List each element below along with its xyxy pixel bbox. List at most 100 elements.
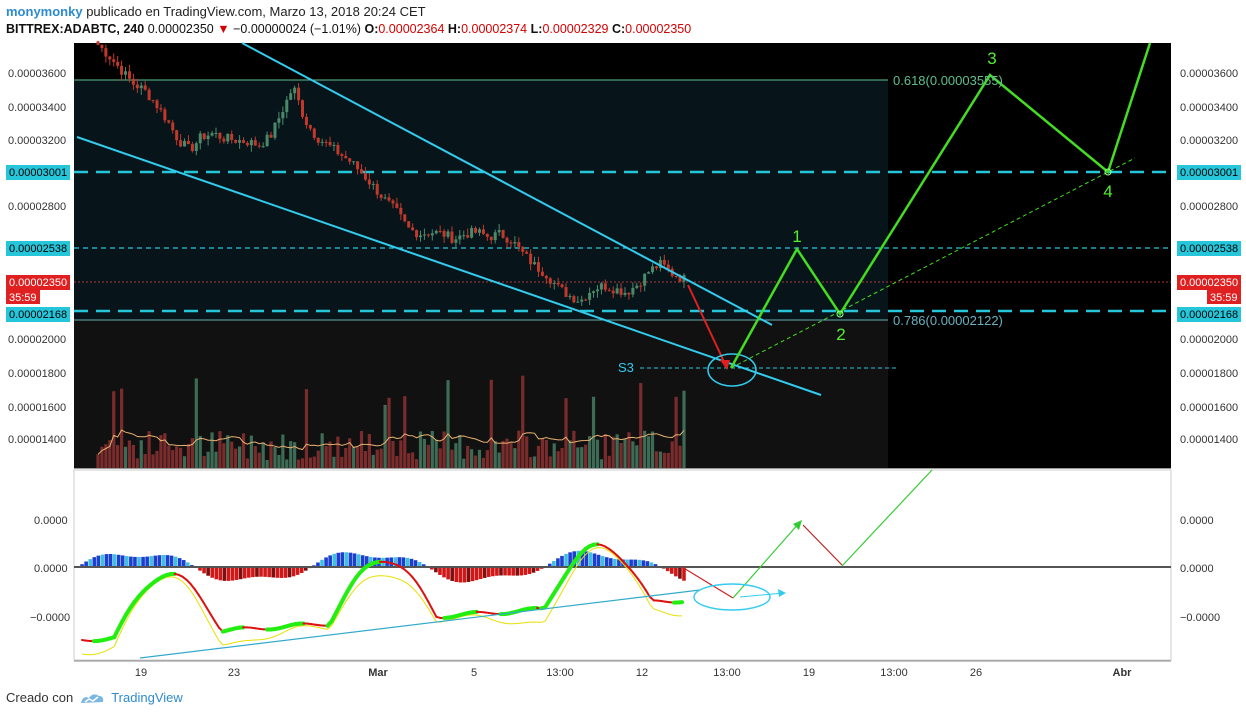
volume-bar [466, 445, 470, 468]
oscillator-bar [417, 562, 422, 567]
oscillator-bar [491, 567, 495, 577]
candle-body [198, 133, 202, 144]
created-with-text: Creado con [6, 690, 74, 705]
oscillator-bar [608, 558, 613, 567]
volume-bar [615, 434, 619, 468]
candle-body [352, 161, 356, 163]
tradingview-logo-icon[interactable] [79, 691, 105, 705]
x-tick-label: 12 [636, 667, 648, 679]
volume-bar [131, 444, 135, 468]
candle-body [635, 285, 639, 288]
oscillator-bar [409, 558, 414, 567]
candle-body [104, 48, 108, 57]
candle-body [540, 271, 544, 276]
oscillator-bar [181, 560, 186, 567]
oscillator-bar [165, 555, 170, 567]
candle-body [462, 235, 466, 237]
volume-bar [336, 436, 340, 468]
volume-bar [371, 454, 375, 468]
countdown-left [6, 290, 40, 304]
candle-body [580, 299, 584, 302]
oscillator-bar [495, 567, 499, 576]
oscillator-segment [632, 572, 639, 580]
volume-bar [607, 455, 611, 468]
volume-bar [619, 443, 623, 468]
oscillator-bar [421, 564, 426, 567]
oscillator-bar [173, 556, 178, 567]
candle-body [434, 230, 438, 234]
oscillator-bar [535, 567, 540, 571]
candle-body [466, 235, 470, 238]
oscillator-segment [423, 593, 430, 603]
candle-body [108, 56, 112, 60]
oscillator-bar [149, 556, 154, 567]
oscillator-bar [364, 556, 369, 567]
volume-bar [635, 445, 639, 468]
volume-bar [670, 441, 674, 468]
volume-bar [422, 438, 427, 468]
candle-body [257, 145, 261, 147]
svg-text:0.00002168: 0.00002168 [9, 309, 67, 321]
volume-bar [560, 448, 564, 468]
volume-bar [234, 448, 238, 468]
volume-bar [96, 454, 100, 468]
oscillator-bar [206, 567, 210, 576]
oscillator-bar [177, 558, 182, 567]
candle-body [647, 272, 651, 274]
volume-bar [650, 431, 655, 468]
oscillator-bar [80, 564, 84, 567]
volume-bar [603, 434, 607, 468]
oscillator-segment [415, 580, 422, 589]
osc-wave-up-2 [841, 469, 933, 567]
oscillator-bar [316, 562, 320, 567]
volume-bar [218, 431, 222, 468]
y-label-left: 0.00003400 [8, 102, 66, 114]
candle-body [159, 108, 163, 110]
published-text: publicado en TradingView.com, Marzo 13, … [86, 4, 426, 19]
volume-bar [505, 438, 509, 468]
candle-body [403, 214, 407, 222]
candle-body [517, 242, 521, 247]
oscillator-bar [596, 554, 601, 567]
oscillator-bar [104, 554, 109, 567]
oscillator-bar [157, 555, 162, 567]
oscillator-bar [478, 567, 483, 580]
candle-body [544, 275, 548, 279]
volume-bar [112, 391, 116, 468]
candle-body [674, 275, 678, 277]
candle-body [163, 109, 167, 121]
candle-body [615, 288, 619, 294]
candle-body [344, 155, 348, 159]
volume-bar [178, 447, 183, 468]
oscillator-bar [230, 567, 235, 581]
volume-bar [210, 432, 214, 468]
candle-body [493, 232, 497, 241]
candle-body [186, 140, 190, 145]
author-name[interactable]: monymonky [6, 4, 83, 19]
volume-bar [501, 440, 505, 468]
candle-body [143, 85, 147, 90]
volume-bar [454, 443, 458, 468]
tradingview-brand-link[interactable]: TradingView [111, 690, 183, 705]
volume-bar [340, 456, 344, 468]
y-label-left: 0.00002800 [8, 201, 66, 213]
volume-bar [375, 449, 379, 468]
oscillator-bar [617, 559, 621, 567]
candle-body [643, 273, 647, 286]
last-price: 0.00002350 [147, 22, 214, 36]
oscillator-bar [120, 555, 125, 567]
volume-bar [269, 441, 273, 468]
volume-bar [595, 439, 600, 468]
oscillator-bar [649, 562, 654, 567]
volume-bar [517, 430, 521, 468]
tag-2538-right [1177, 241, 1241, 256]
volume-bar [489, 379, 493, 468]
osc-label-left: 0.0000 [34, 515, 68, 527]
volume-bar [446, 380, 450, 468]
candle-body [245, 142, 249, 146]
candle-body [442, 230, 446, 237]
candle-body [568, 296, 572, 298]
volume-bar [383, 404, 387, 468]
candle-body [112, 59, 116, 62]
